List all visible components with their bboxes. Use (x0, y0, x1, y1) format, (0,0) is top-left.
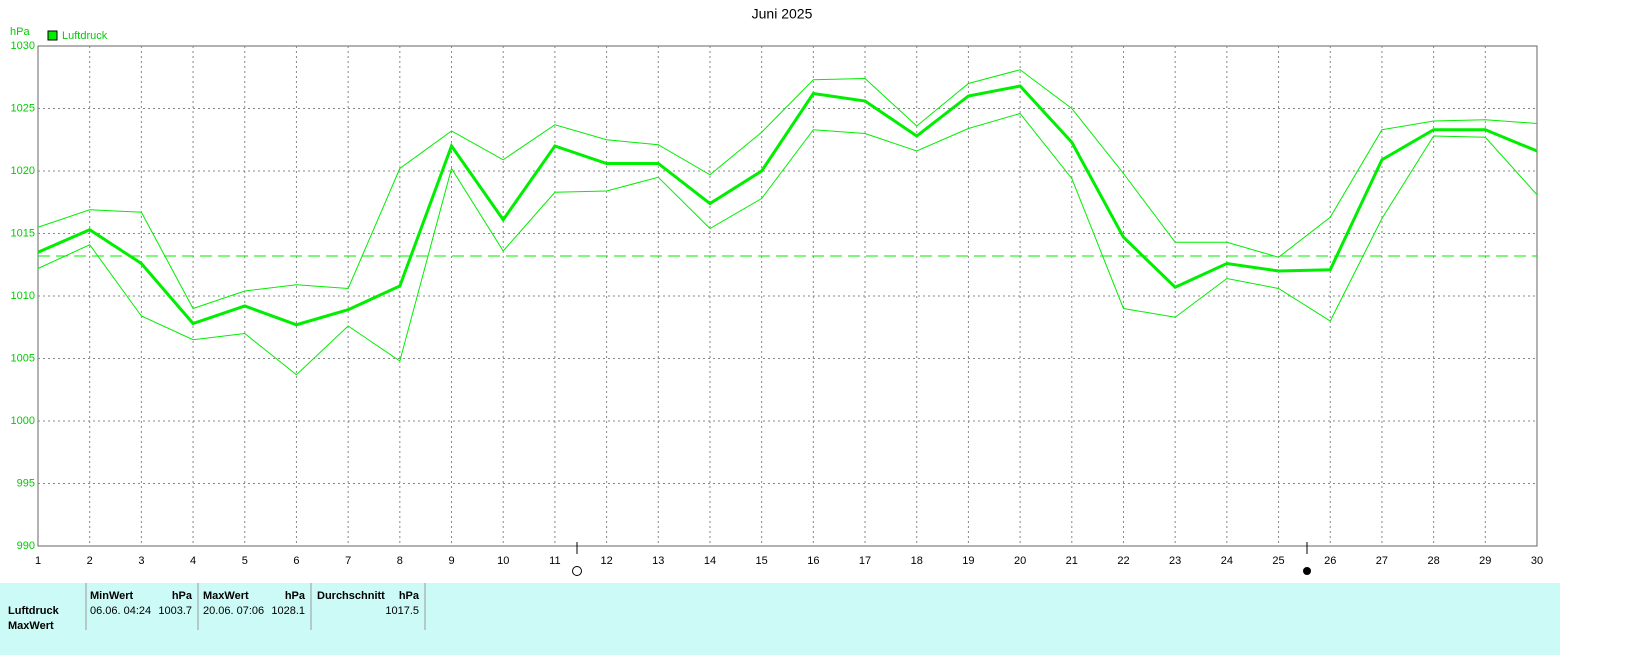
x-tick-label: 20 (1014, 555, 1026, 567)
x-tick-label: 12 (600, 555, 612, 567)
th: hPa (285, 590, 306, 602)
x-tick-label: 2 (87, 555, 93, 567)
x-tick-label: 3 (138, 555, 144, 567)
td: 1003.7 (158, 605, 192, 617)
x-tick-label: 17 (859, 555, 871, 567)
line-min (37, 112, 1538, 376)
chart-title: Juni 2025 (752, 6, 813, 22)
line-max (37, 69, 1538, 310)
x-tick-label: 9 (448, 555, 454, 567)
y-tick-label: 990 (17, 540, 35, 552)
x-tick-label: 7 (345, 555, 351, 567)
row-label: Luftdruck (8, 605, 60, 617)
table-lines (85, 583, 426, 630)
x-tick-label: 6 (293, 555, 299, 567)
td: 06.06. 04:24 (90, 605, 151, 617)
new-moon-icon (1303, 567, 1311, 575)
y-tick-label: 995 (17, 477, 35, 489)
th: Durchschnitt (317, 590, 385, 602)
table-header: MinWert hPa MaxWert hPa Durchschnitt hPa… (8, 590, 420, 632)
th: MinWert (90, 590, 134, 602)
x-tick-label: 26 (1324, 555, 1336, 567)
full-moon-icon (572, 566, 582, 576)
line-values (37, 84, 1538, 327)
x-tick-label: 22 (1117, 555, 1129, 567)
x-tick-label: 11 (549, 555, 560, 567)
th: MaxWert (203, 590, 249, 602)
y-tick-label: 1030 (11, 40, 35, 52)
table-row: 06.06. 04:24 1003.7 20.06. 07:06 1028.1 … (90, 605, 419, 617)
x-tick-label: 15 (756, 555, 768, 567)
x-tick-label: 8 (397, 555, 403, 567)
x-tick-label: 1 (35, 555, 41, 567)
x-tick-label: 29 (1479, 555, 1491, 567)
y-tick-label: 1020 (11, 165, 35, 177)
y-tick-label: 1000 (11, 415, 35, 427)
y-tick-label: 1005 (11, 352, 35, 364)
y-axis-label: hPa (10, 26, 30, 38)
td: 1028.1 (271, 605, 305, 617)
row-label: MaxWert (8, 620, 54, 632)
x-tick-label: 10 (497, 555, 509, 567)
x-tick-label: 27 (1376, 555, 1388, 567)
x-tick-label: 14 (704, 555, 716, 567)
x-tick-label: 19 (962, 555, 974, 567)
stats-table-bg (0, 583, 1560, 655)
x-tick-label: 23 (1169, 555, 1181, 567)
x-tick-label: 18 (911, 555, 923, 567)
x-tick-label: 4 (190, 555, 196, 567)
y-tick-label: 1015 (11, 227, 35, 239)
th: hPa (172, 590, 193, 602)
x-tick-label: 24 (1221, 555, 1233, 567)
x-tick-label: 16 (807, 555, 819, 567)
legend-label: Luftdruck (62, 30, 108, 42)
x-tick-label: 21 (1066, 555, 1078, 567)
x-tick-label: 5 (242, 555, 248, 567)
x-tick-label: 13 (652, 555, 664, 567)
th: hPa (399, 590, 420, 602)
x-tick-label: 28 (1427, 555, 1439, 567)
legend-swatch (47, 30, 58, 41)
x-tick-label: 30 (1531, 555, 1543, 567)
td: 1017.5 (385, 605, 419, 617)
plot-frame (37, 45, 1538, 547)
y-tick-label: 1025 (11, 102, 35, 114)
y-tick-label: 1010 (11, 290, 35, 302)
td: 20.06. 07:06 (203, 605, 264, 617)
x-tick-label: 25 (1272, 555, 1284, 567)
